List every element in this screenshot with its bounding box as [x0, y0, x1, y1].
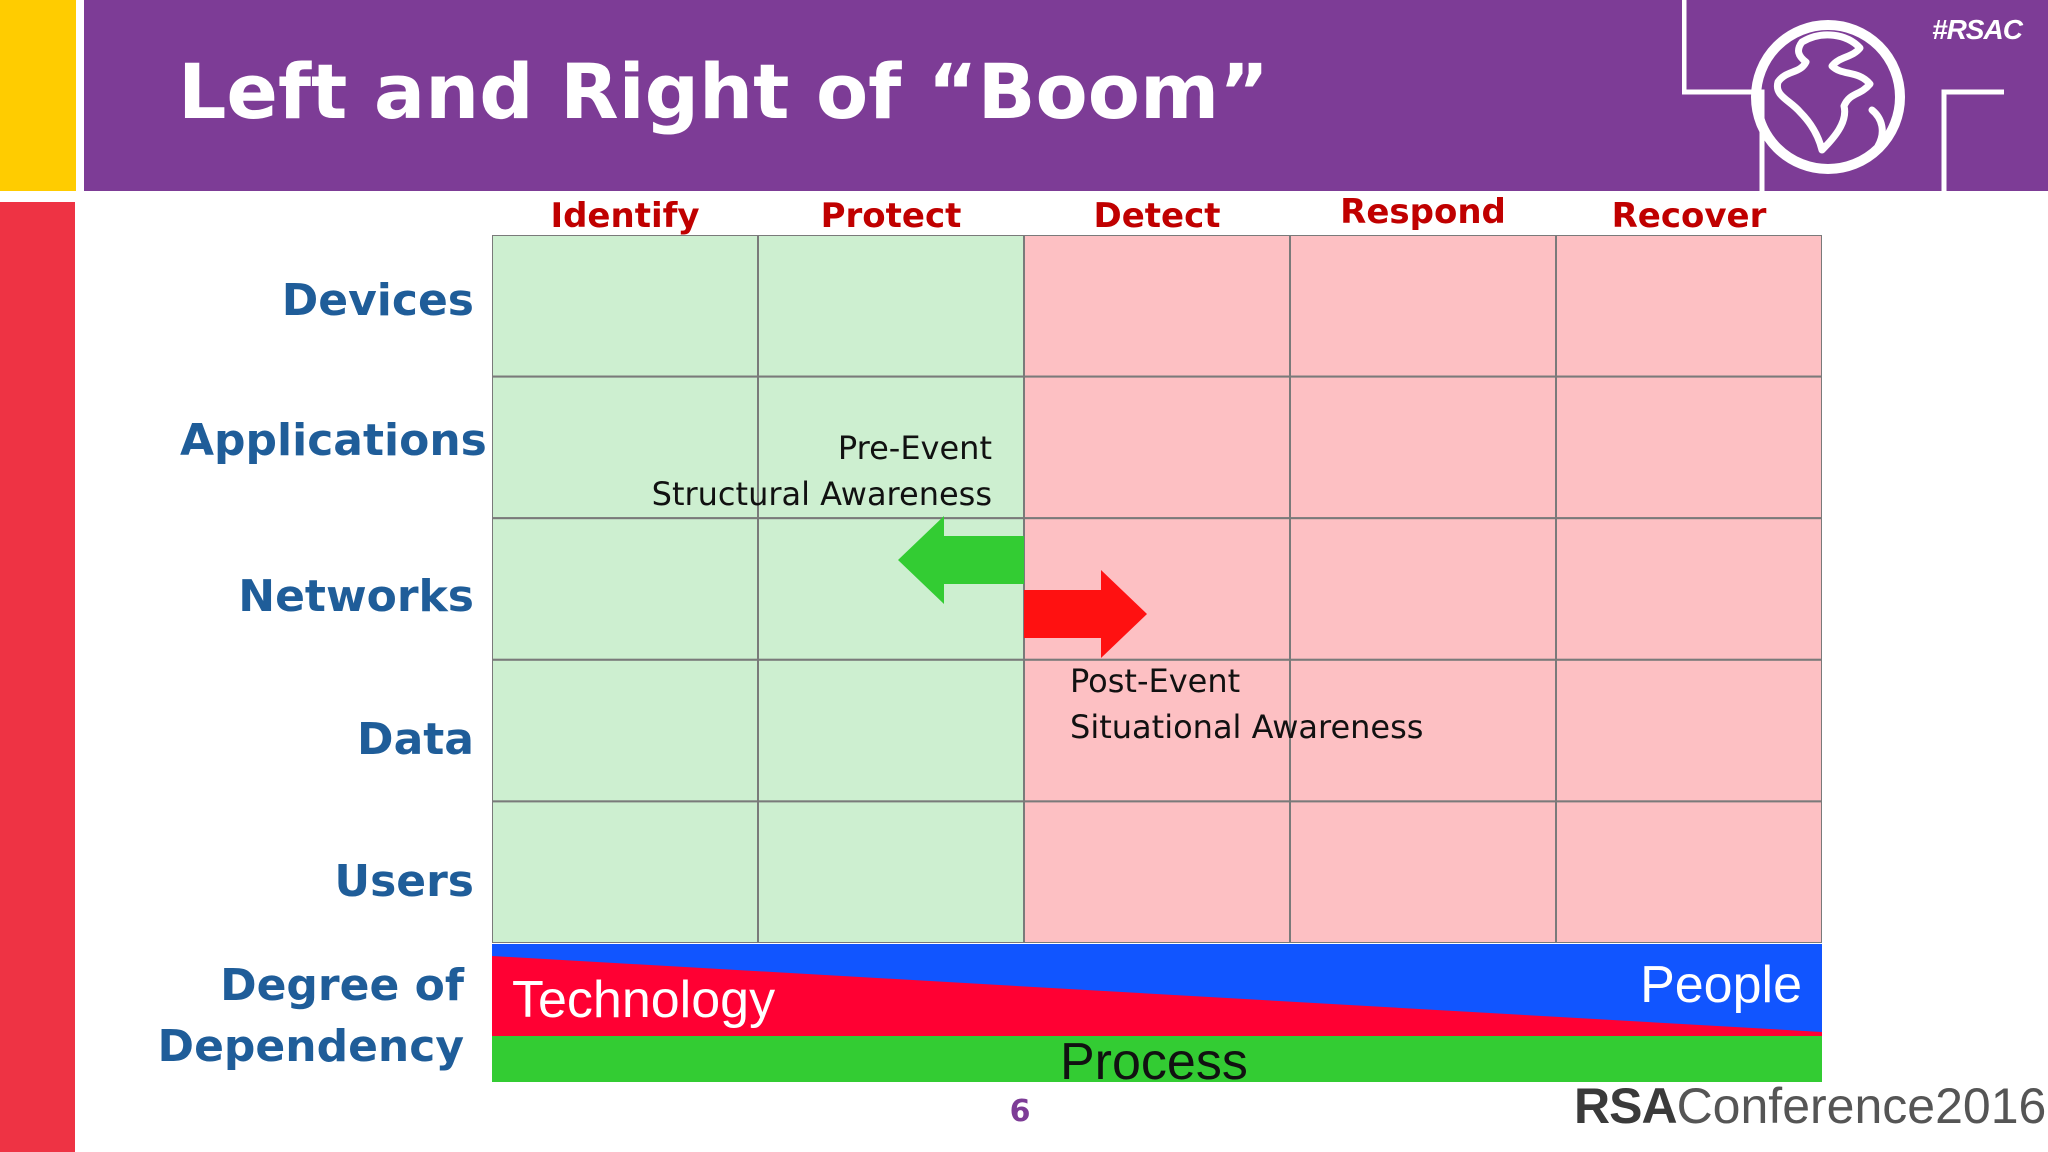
dependency-label: Degree of Dependency — [150, 955, 464, 1077]
row-label-data: Data — [357, 714, 474, 765]
right-arrow-icon — [1024, 570, 1147, 658]
globe-icon — [1682, 0, 2004, 192]
matrix-cell-users-identify — [492, 800, 759, 943]
matrix-cell-users-recover — [1555, 800, 1822, 943]
matrix-cell-data-respond — [1289, 658, 1557, 803]
column-header-recover: Recover — [1611, 196, 1767, 236]
boom-arrows — [898, 516, 1147, 658]
matrix-cell-devices-respond — [1289, 235, 1557, 378]
matrix-cell-devices-identify — [492, 235, 759, 378]
matrix-cell-users-protect — [757, 800, 1025, 943]
matrix-cell-data-protect — [757, 658, 1025, 803]
matrix-cell-users-respond — [1289, 800, 1557, 943]
column-header-detect: Detect — [1093, 196, 1221, 236]
logo-conference: Conference2016 — [1676, 1078, 2047, 1134]
technology-label: Technology — [512, 971, 776, 1029]
row-label-users: Users — [334, 856, 474, 907]
dependency-bar — [492, 944, 1822, 1082]
matrix-cell-networks-respond — [1289, 517, 1557, 661]
matrix-cell-data-recover — [1555, 658, 1822, 803]
matrix-cell-networks-identify — [492, 517, 759, 661]
matrix-cell-applications-protect — [757, 375, 1025, 520]
slide-title: Left and Right of “Boom” — [178, 47, 1270, 136]
header-band — [84, 0, 2048, 191]
left-arrow-icon — [898, 516, 1024, 604]
page-number: 6 — [1009, 1094, 1031, 1129]
logo-brand: RSA — [1574, 1078, 1678, 1134]
process-band — [492, 1036, 1822, 1082]
framework-matrix — [492, 235, 1822, 943]
post-event-annotation: Post-Event Situational Awareness — [1070, 658, 1423, 750]
dependency-label-line1: Degree of — [220, 960, 464, 1011]
process-label: Process — [1060, 1033, 1248, 1091]
matrix-cell-applications-detect — [1023, 375, 1291, 520]
pre-event-annotation: Pre-Event Structural Awareness — [600, 425, 992, 517]
matrix-cell-applications-recover — [1555, 375, 1822, 520]
matrix-cell-data-identify — [492, 658, 759, 803]
accent-bar-red — [0, 202, 75, 1152]
post-event-line2: Situational Awareness — [1070, 708, 1424, 746]
pre-event-line1: Pre-Event — [837, 429, 992, 467]
matrix-cell-networks-recover — [1555, 517, 1822, 661]
matrix-cell-applications-respond — [1289, 375, 1557, 520]
column-header-respond: Respond — [1340, 192, 1506, 232]
row-label-devices: Devices — [281, 275, 474, 326]
hashtag-label: #RSAC — [1932, 14, 2023, 45]
post-event-line1: Post-Event — [1070, 662, 1241, 700]
pre-event-line2: Structural Awareness — [651, 475, 992, 513]
matrix-cell-users-detect — [1023, 800, 1291, 943]
people-label: People — [1640, 956, 1802, 1014]
rsa-conference-logo: RSAConference2016 — [1574, 1078, 2046, 1134]
matrix-cell-devices-protect — [757, 235, 1025, 378]
matrix-cell-data-detect — [1023, 658, 1291, 803]
row-label-networks: Networks — [238, 571, 474, 622]
technology-band — [492, 956, 1822, 1036]
matrix-cell-devices-recover — [1555, 235, 1822, 378]
column-header-protect: Protect — [820, 196, 962, 236]
accent-bar-yellow — [0, 0, 76, 191]
matrix-cell-devices-detect — [1023, 235, 1291, 378]
dependency-label-line2: Dependency — [157, 1021, 464, 1072]
row-label-applications: Applications — [180, 415, 487, 466]
column-header-identify: Identify — [550, 196, 700, 236]
